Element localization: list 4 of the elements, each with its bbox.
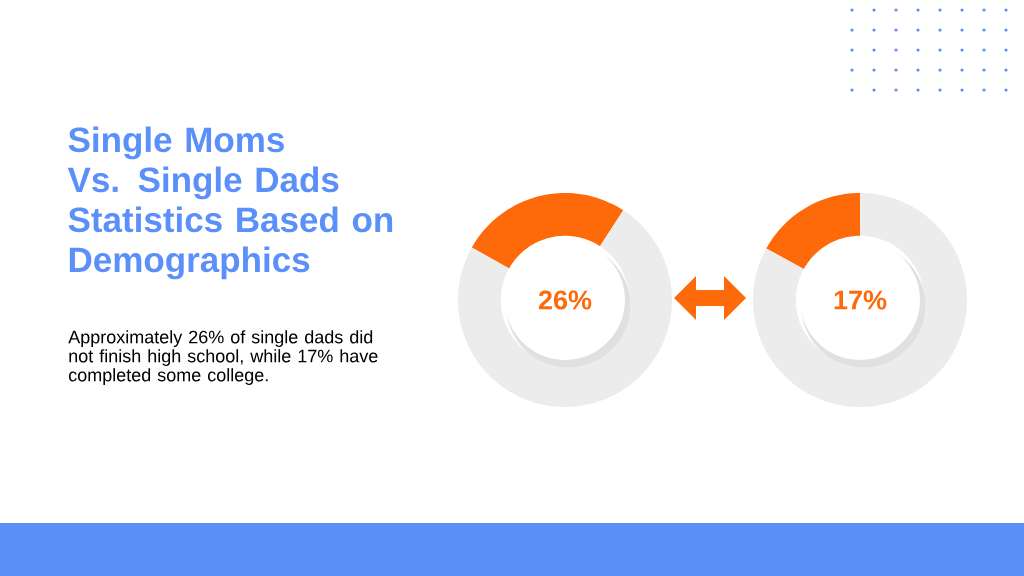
text: 26%	[538, 290, 592, 310]
text: 17%	[834, 290, 887, 310]
chart-title: Single Moms Vs. Single Dads Statistics Based on Demographics	[67, 126, 393, 280]
text: Approximately 26% of single dads did not finish high school, while 17% have completed some college.	[68, 330, 378, 385]
